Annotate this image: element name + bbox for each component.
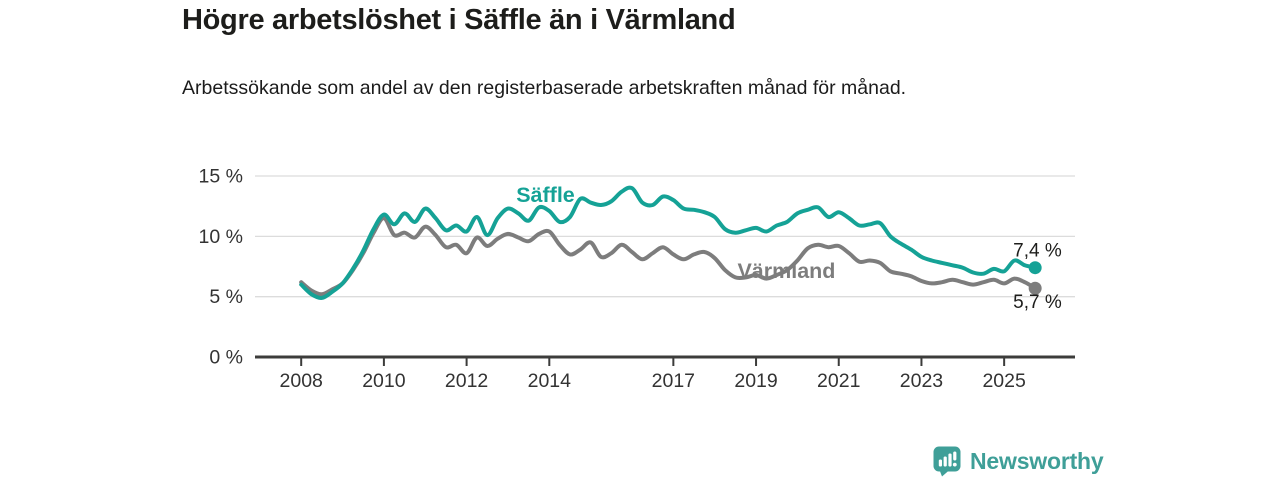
series-line-säffle xyxy=(299,185,1038,300)
x-axis-label-2014: 2014 xyxy=(528,370,572,392)
y-axis-label-5: 5 % xyxy=(209,286,243,308)
series-end-dot-säffle xyxy=(1028,261,1042,275)
series-end-value-säffle: 7,4 % xyxy=(1013,241,1062,262)
newsworthy-logo-icon xyxy=(933,446,961,477)
chart-title: Högre arbetslöshet i Säffle än i Värmlan… xyxy=(182,4,736,36)
series-end-value-värmland: 5,7 % xyxy=(1013,292,1062,313)
x-axis-label-2019: 2019 xyxy=(734,370,777,392)
series-label-säffle: Säffle xyxy=(516,183,575,207)
newsworthy-logo: Newsworthy xyxy=(933,446,1104,477)
series-end-dot-värmland xyxy=(1028,281,1042,295)
x-axis-label-2010: 2010 xyxy=(362,370,406,392)
bar-chart-glyph xyxy=(938,451,957,467)
x-axis-label-2008: 2008 xyxy=(280,370,323,392)
y-axis-label-15: 15 % xyxy=(199,166,243,188)
y-axis-label-10: 10 % xyxy=(199,226,243,248)
x-axis-label-2023: 2023 xyxy=(900,370,943,392)
x-axis-label-2025: 2025 xyxy=(982,370,1026,392)
x-axis-label-2021: 2021 xyxy=(817,370,860,392)
chart-subtitle: Arbetssökande som andel av den registerb… xyxy=(182,77,907,99)
series-label-värmland: Värmland xyxy=(737,259,835,283)
series-line-värmland xyxy=(299,216,1038,297)
newsworthy-logo-text: Newsworthy xyxy=(970,448,1104,474)
x-axis-label-2012: 2012 xyxy=(445,370,488,392)
y-axis-label-0: 0 % xyxy=(209,347,243,369)
x-axis-label-2017: 2017 xyxy=(652,370,695,392)
